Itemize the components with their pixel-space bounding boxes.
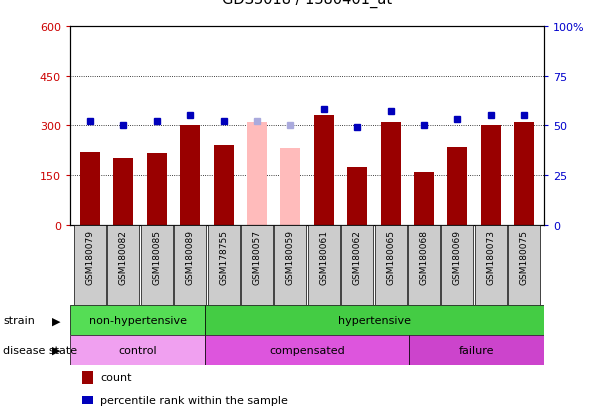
Text: GSM180069: GSM180069 — [453, 229, 462, 284]
Bar — [408, 225, 440, 306]
Bar — [74, 225, 106, 306]
Text: GSM180061: GSM180061 — [319, 229, 328, 284]
Text: control: control — [119, 345, 157, 355]
Text: count: count — [100, 373, 132, 382]
Text: GSM180089: GSM180089 — [185, 229, 195, 284]
Bar — [280, 149, 300, 225]
Bar — [341, 225, 373, 306]
Bar — [441, 225, 474, 306]
Text: compensated: compensated — [269, 345, 345, 355]
Bar — [207, 225, 240, 306]
Text: disease state: disease state — [3, 345, 77, 355]
Bar — [247, 123, 267, 225]
Bar — [347, 167, 367, 225]
Bar — [409, 335, 544, 365]
Bar — [174, 225, 206, 306]
Bar — [274, 225, 306, 306]
Bar — [108, 225, 139, 306]
Bar — [70, 306, 206, 335]
Text: percentile rank within the sample: percentile rank within the sample — [100, 395, 288, 405]
Text: GSM180065: GSM180065 — [386, 229, 395, 284]
Bar — [481, 126, 501, 225]
Bar — [213, 146, 233, 225]
Bar — [206, 306, 544, 335]
Bar — [514, 123, 534, 225]
Bar — [475, 225, 506, 306]
Bar — [375, 225, 407, 306]
Bar — [414, 172, 434, 225]
Text: GSM180062: GSM180062 — [353, 229, 362, 284]
Bar — [206, 335, 409, 365]
Bar — [147, 154, 167, 225]
Bar — [70, 335, 206, 365]
Bar — [314, 116, 334, 225]
Text: GSM180073: GSM180073 — [486, 229, 496, 284]
Bar — [180, 126, 200, 225]
Text: GDS3018 / 1380401_at: GDS3018 / 1380401_at — [222, 0, 392, 8]
Bar — [241, 225, 273, 306]
Text: GSM180085: GSM180085 — [152, 229, 161, 284]
Text: GSM180059: GSM180059 — [286, 229, 295, 284]
Text: hypertensive: hypertensive — [338, 316, 411, 325]
Text: strain: strain — [3, 316, 35, 325]
Text: GSM180057: GSM180057 — [252, 229, 261, 284]
Text: GSM178755: GSM178755 — [219, 229, 228, 284]
Text: non-hypertensive: non-hypertensive — [89, 316, 187, 325]
Text: failure: failure — [458, 345, 494, 355]
Text: ▶: ▶ — [52, 345, 60, 355]
Bar — [508, 225, 540, 306]
Bar — [140, 225, 173, 306]
Text: ▶: ▶ — [52, 316, 60, 325]
Bar — [381, 123, 401, 225]
Text: GSM180075: GSM180075 — [520, 229, 528, 284]
Bar — [80, 152, 100, 225]
Bar — [113, 159, 133, 225]
Text: GSM180068: GSM180068 — [420, 229, 429, 284]
Text: GSM180079: GSM180079 — [86, 229, 94, 284]
Bar — [447, 147, 468, 225]
Text: GSM180082: GSM180082 — [119, 229, 128, 284]
Bar — [308, 225, 340, 306]
